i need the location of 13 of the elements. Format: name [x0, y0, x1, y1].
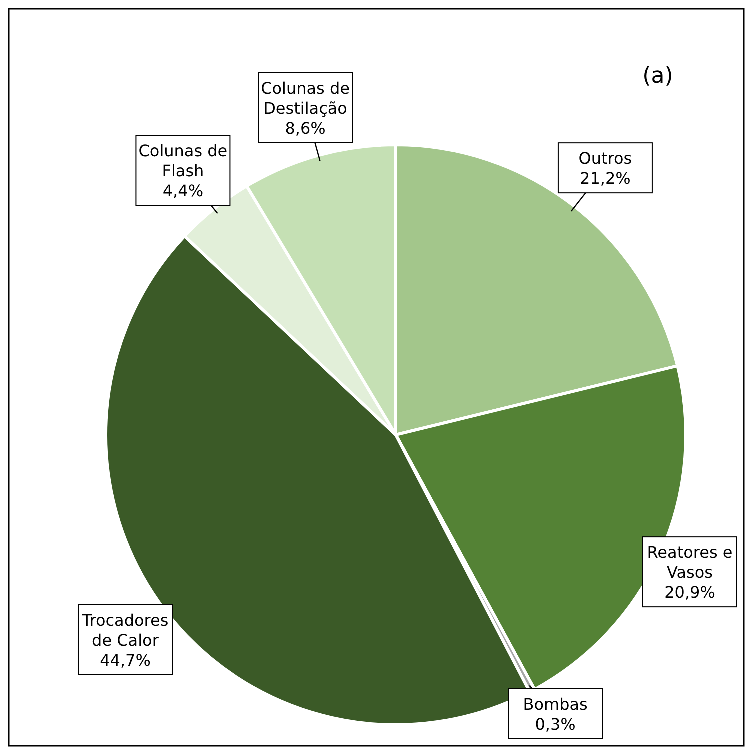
slice-label: Outros [578, 149, 632, 168]
data-label: 44,7% [100, 650, 151, 670]
data-label: 8,6% [285, 118, 326, 138]
chart-title: (a) [642, 64, 674, 89]
slice-label: Colunas de Flash [138, 142, 228, 181]
data-label: 4,4% [162, 182, 204, 201]
slice-label: Colunas de Destilação [261, 78, 350, 118]
slice-label: Bombas [523, 695, 588, 714]
slice-label: Reatores e Vasos [647, 543, 733, 582]
data-label: 20,9% [664, 583, 716, 602]
data-label: 0,3% [535, 715, 576, 734]
data-label: 21,2% [580, 169, 631, 188]
slice-label: Trocadores de Calor [81, 610, 169, 650]
